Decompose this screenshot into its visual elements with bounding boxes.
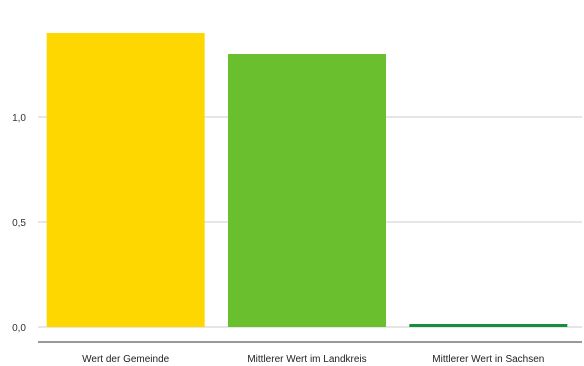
x-category-label-1: Mittlerer Wert im Landkreis xyxy=(247,354,366,365)
bar-1 xyxy=(228,54,386,327)
bar-2 xyxy=(409,324,568,327)
y-tick-label-1: 0,5 xyxy=(12,218,26,229)
bars xyxy=(46,33,568,327)
labels: 0,0 0,5 1,0 Wert der Gemeinde Mittlerer … xyxy=(12,113,544,365)
x-category-label-2: Mittlerer Wert in Sachsen xyxy=(432,354,544,365)
y-tick-label-0: 0,0 xyxy=(12,323,26,334)
y-tick-label-2: 1,0 xyxy=(12,113,26,124)
bar-0 xyxy=(46,33,205,327)
x-category-label-0: Wert der Gemeinde xyxy=(82,354,170,365)
